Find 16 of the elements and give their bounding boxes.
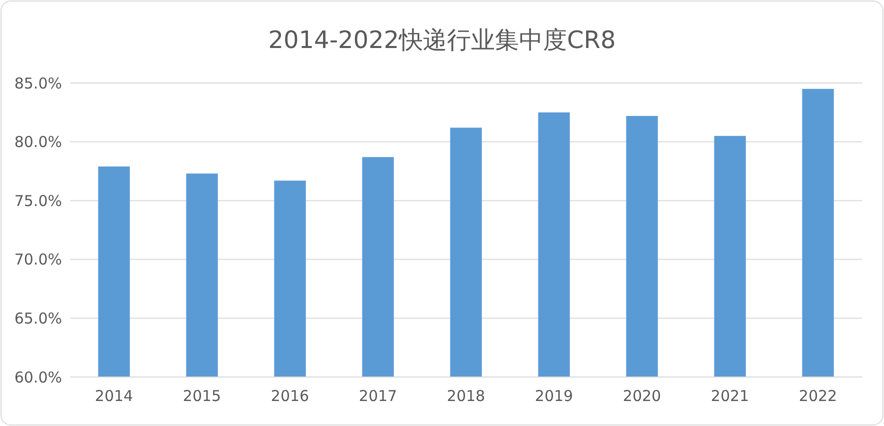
x-tick-label: 2021 [710, 387, 750, 405]
y-tick-label: 75.0% [14, 192, 62, 210]
y-tick-label: 80.0% [14, 133, 62, 152]
y-tick-label: 65.0% [14, 309, 62, 328]
x-tick-label: 2019 [534, 387, 574, 405]
y-tick-label: 60.0% [14, 368, 62, 386]
x-tick-label: 2018 [446, 387, 486, 405]
x-tick-label: 2020 [622, 387, 662, 405]
y-tick-label: 85.0% [14, 74, 62, 92]
x-tick-label: 2016 [270, 387, 310, 405]
x-tick-label: 2017 [358, 387, 398, 405]
y-tick-label: 70.0% [14, 250, 62, 269]
x-tick-label: 2022 [798, 387, 838, 405]
x-tick-label: 2014 [94, 387, 134, 405]
x-tick-label: 2015 [182, 387, 222, 405]
chart-title: 2014-2022快递行业集中度CR8 [268, 26, 616, 54]
